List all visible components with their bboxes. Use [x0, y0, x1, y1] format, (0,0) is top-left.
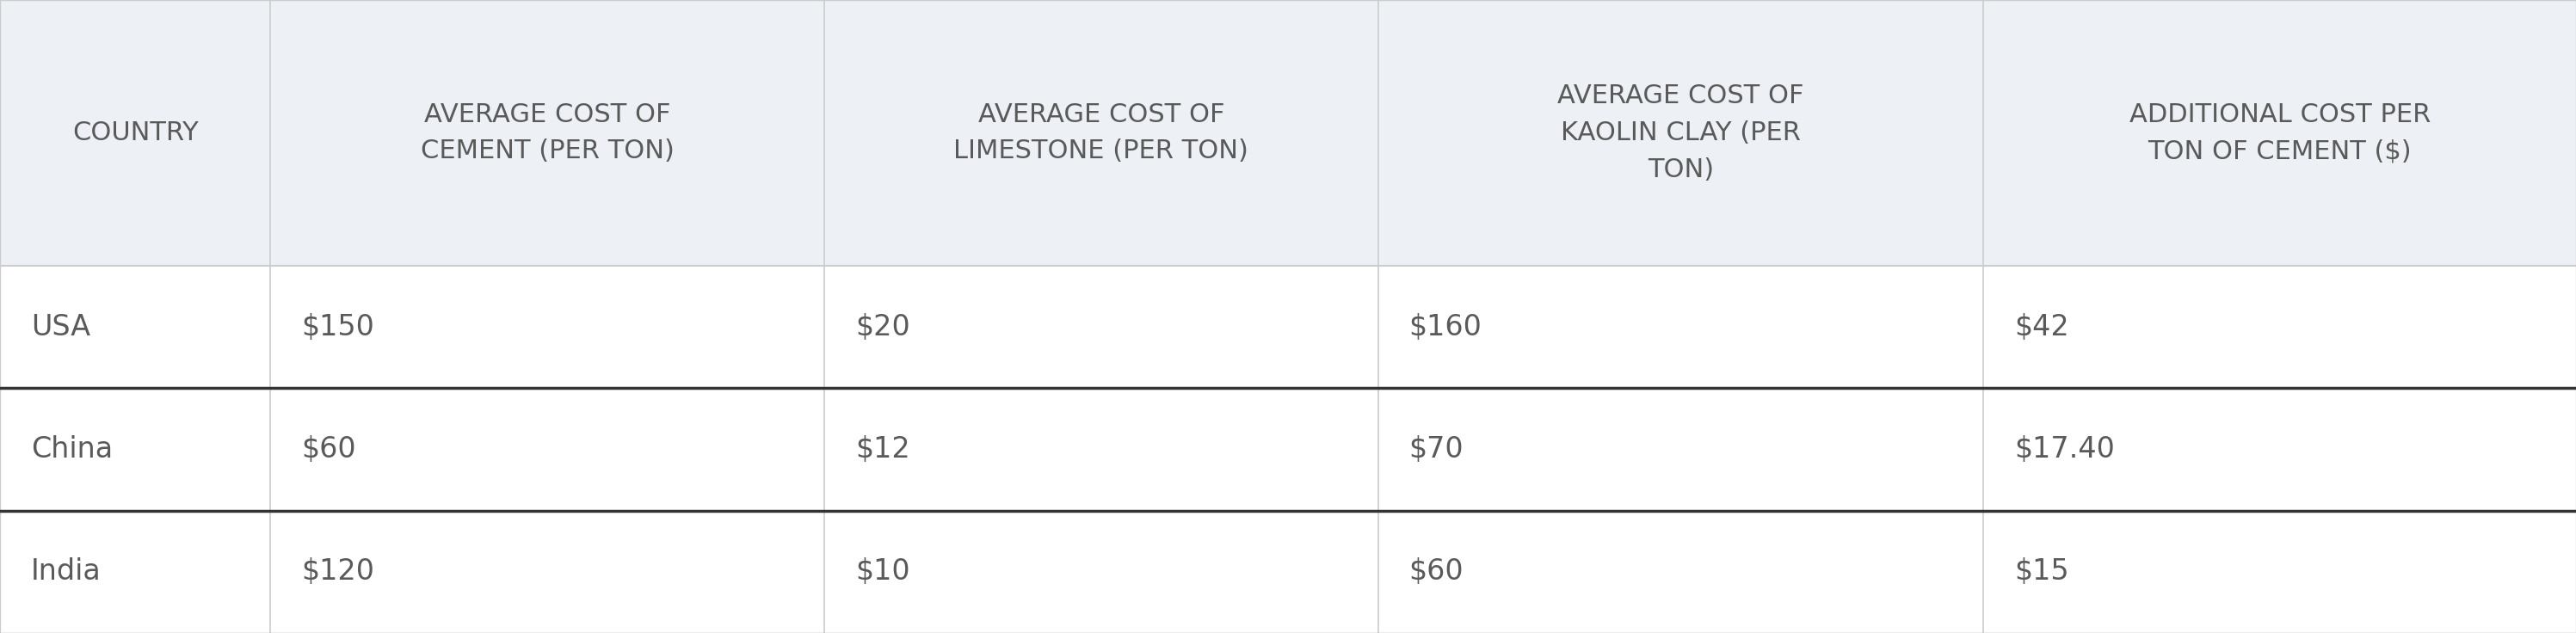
Text: $12: $12 [855, 436, 909, 463]
FancyBboxPatch shape [0, 388, 2576, 511]
Text: $17.40: $17.40 [2014, 436, 2115, 463]
Text: China: China [31, 436, 113, 463]
Text: $60: $60 [301, 436, 355, 463]
Text: $120: $120 [301, 558, 374, 586]
FancyBboxPatch shape [0, 0, 2576, 266]
Text: $20: $20 [855, 313, 909, 341]
Text: $10: $10 [855, 558, 909, 586]
Text: $150: $150 [301, 313, 374, 341]
FancyBboxPatch shape [0, 266, 2576, 388]
Text: India: India [31, 558, 100, 586]
Text: USA: USA [31, 313, 90, 341]
Text: $160: $160 [1409, 313, 1481, 341]
Text: $70: $70 [1409, 436, 1463, 463]
Text: COUNTRY: COUNTRY [72, 120, 198, 146]
Text: $42: $42 [2014, 313, 2069, 341]
Text: ADDITIONAL COST PER
TON OF CEMENT ($): ADDITIONAL COST PER TON OF CEMENT ($) [2128, 102, 2432, 164]
Text: $15: $15 [2014, 558, 2069, 586]
Text: AVERAGE COST OF
CEMENT (PER TON): AVERAGE COST OF CEMENT (PER TON) [420, 102, 675, 164]
FancyBboxPatch shape [0, 511, 2576, 633]
Text: $60: $60 [1409, 558, 1463, 586]
Text: AVERAGE COST OF
LIMESTONE (PER TON): AVERAGE COST OF LIMESTONE (PER TON) [953, 102, 1249, 164]
Text: AVERAGE COST OF
KAOLIN CLAY (PER
TON): AVERAGE COST OF KAOLIN CLAY (PER TON) [1558, 84, 1803, 182]
